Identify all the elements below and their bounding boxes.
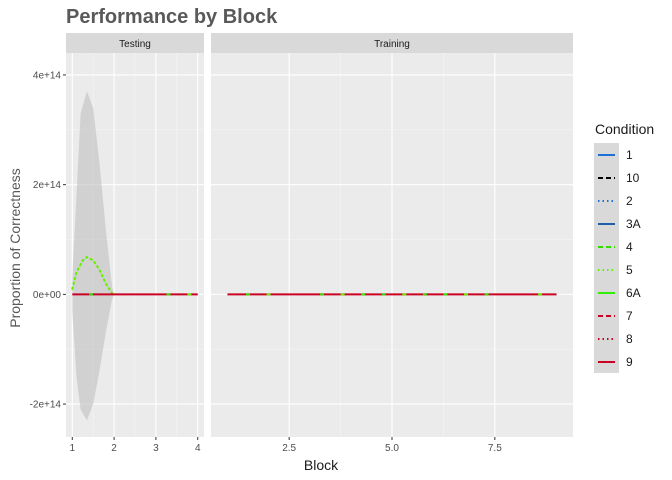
legend-item: 3A — [598, 217, 641, 231]
y-tick-label: 4e+14 — [33, 70, 62, 81]
legend-label: 5 — [626, 263, 633, 277]
x-axis: 1 2 3 4 2.5 5.0 7.5 — [69, 437, 502, 454]
chart-title: Performance by Block — [66, 6, 278, 28]
legend-item: 9 — [598, 355, 633, 369]
legend-items: 1 10 2 3A 4 5 6A 7 8 9 — [598, 148, 641, 369]
legend-item: 2 — [598, 194, 633, 208]
facet-panels: Testing Training — [66, 33, 573, 437]
legend-item: 6A — [598, 286, 641, 300]
x-tick-label: 3 — [153, 443, 159, 454]
facet-strip-label: Training — [374, 39, 410, 50]
facet-panel-testing: Testing — [66, 33, 204, 437]
legend-label: 2 — [626, 194, 633, 208]
legend-item: 8 — [598, 332, 633, 346]
y-axis-title: Proportion of Correctness — [7, 168, 23, 328]
legend-key-background — [594, 143, 619, 373]
y-tick-label: 0e+00 — [33, 290, 62, 301]
y-tick-label: 2e+14 — [33, 180, 62, 191]
facet-strip-label: Testing — [119, 39, 151, 50]
legend: Condition 1 10 2 3A 4 5 6A 7 8 9 — [594, 121, 654, 373]
facet-panel-training: Training — [211, 33, 573, 437]
legend-title: Condition — [595, 121, 654, 137]
legend-item: 10 — [598, 171, 640, 185]
series-line-5 — [71, 255, 116, 296]
facet-strip — [211, 33, 573, 53]
confidence-ribbon — [72, 91, 115, 421]
x-tick-label: 1 — [69, 443, 75, 454]
legend-label: 8 — [626, 332, 633, 346]
x-tick-label: 2 — [111, 443, 117, 454]
legend-label: 6A — [626, 286, 641, 300]
legend-item: 7 — [598, 309, 633, 323]
x-tick-label: 4 — [195, 443, 201, 454]
x-tick-label: 2.5 — [282, 443, 296, 454]
y-tick-label: -2e+14 — [30, 400, 62, 411]
facet-strip — [66, 33, 204, 53]
legend-item: 4 — [598, 240, 633, 254]
legend-item: 5 — [598, 263, 633, 277]
y-axis: -2e+14 0e+00 2e+14 4e+14 — [30, 70, 66, 411]
legend-label: 3A — [626, 217, 641, 231]
legend-label: 1 — [626, 148, 633, 162]
legend-label: 9 — [626, 355, 633, 369]
legend-label: 7 — [626, 309, 633, 323]
x-tick-label: 5.0 — [385, 443, 399, 454]
x-tick-label: 7.5 — [488, 443, 502, 454]
x-axis-title: Block — [304, 457, 339, 473]
legend-label: 4 — [626, 240, 633, 254]
legend-label: 10 — [626, 171, 640, 185]
legend-item: 1 — [598, 148, 633, 162]
